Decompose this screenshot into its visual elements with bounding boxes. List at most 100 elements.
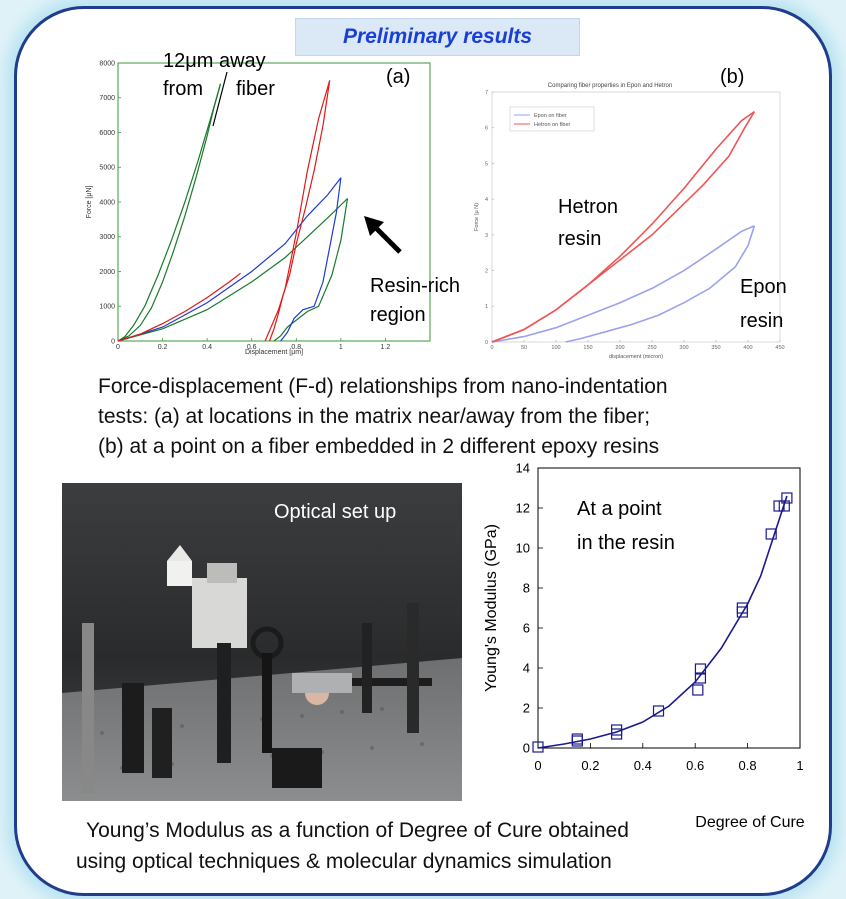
y-tick-label: 10 (516, 541, 530, 556)
away-pointer-line (212, 71, 228, 127)
photo-label: Optical set up (274, 501, 397, 523)
y-tick-label: 4 (485, 197, 488, 203)
x-tick-label: 1 (796, 758, 803, 773)
caption-bottom-line2: using optical techniques & molecular dyn… (76, 850, 612, 873)
y-tick-label: 5000 (99, 165, 115, 172)
y-tick-label: 5 (485, 161, 488, 167)
y-tick-label: 4 (523, 661, 530, 676)
y-tick-label: 3 (485, 233, 488, 239)
y-tick-label: 3000 (99, 234, 115, 241)
x-tick-label: 0.6 (686, 758, 704, 773)
chart-c-point (532, 741, 544, 753)
chart-c-point (571, 733, 583, 745)
x-tick-label: 0 (116, 344, 120, 351)
y-tick-label: 8000 (99, 60, 115, 67)
x-tick-label: 350 (711, 345, 720, 351)
y-tick-label: 1 (485, 304, 488, 310)
x-tick-label: 0.8 (291, 344, 301, 351)
y-tick-label: 0 (485, 340, 488, 346)
x-tick-label: 0 (490, 345, 493, 351)
chart-c-point (781, 492, 793, 504)
y-tick-label: 7 (485, 90, 488, 96)
optical-setup-image (62, 483, 462, 801)
chart-a-series-0-unload (117, 83, 222, 342)
chart-a-series-3-reload (264, 80, 331, 342)
chart-b-plot-frame (491, 91, 781, 343)
chart-b-annot-hetron-line2: resin (558, 228, 602, 250)
chart-c-point (736, 602, 748, 614)
chart-c-point (765, 528, 777, 540)
y-tick-label: 4000 (99, 199, 115, 206)
chart-a-panel-label: (a) (386, 66, 411, 88)
chart-c-point (694, 663, 707, 675)
y-tick-label: 6 (523, 621, 530, 636)
chart-c-point (694, 672, 707, 684)
chart-b-xlabel: displacement (micron) (609, 354, 663, 360)
legend-label-hetron: Hetron on fiber (534, 122, 571, 128)
x-tick-label: 0.4 (202, 344, 212, 351)
chart-c-point (652, 705, 665, 717)
chart-a-plot-frame (117, 62, 431, 342)
resin-arrow-icon (364, 216, 402, 254)
chart-c-fit-curve (537, 495, 788, 749)
chart-c-point (778, 500, 790, 512)
x-tick-label: 450 (775, 345, 784, 351)
x-tick-label: 0.2 (158, 344, 168, 351)
chart-a: 0 0.2 0.4 0.6 0.8 1 1.2 0 1000 2000 3000 4000 5000 60… (86, 60, 431, 356)
y-tick-label: 2 (485, 268, 488, 274)
chart-b-series-1-unload (491, 111, 756, 343)
chart-c-xlabel: Degree of Cure (695, 814, 804, 831)
chart-a-annot-away-line1: 12μm away (163, 50, 266, 72)
chart-b: Comparing fiber properties in Epon and H… (474, 83, 785, 360)
x-tick-label: 150 (583, 345, 592, 351)
chart-c-annot-line1: At a point (577, 498, 662, 520)
chart-a-annot-away-line2: from (163, 78, 203, 100)
x-tick-label: 0 (534, 758, 541, 773)
x-tick-label: 400 (743, 345, 752, 351)
chart-a-series-1-load (117, 198, 348, 342)
chart-b-annot-hetron-line1: Hetron (558, 196, 619, 218)
y-tick-label: 6 (485, 126, 488, 132)
chart-a-series-3-load (117, 272, 241, 342)
chart-b-legend: Epon on fiber Hetron on fiber (509, 106, 595, 132)
chart-b-ylabel: Force (μ N) (474, 203, 480, 231)
chart-a-series-1-unload (273, 198, 349, 342)
y-tick-label: 1000 (99, 304, 115, 311)
y-tick-label: 2 (523, 701, 530, 716)
chart-a-annot-resin-line1: Resin-rich (370, 275, 461, 297)
x-tick-label: 300 (679, 345, 688, 351)
chart-c-plot-frame (537, 467, 801, 749)
chart-b-annot-epon-line1: Epon (740, 276, 787, 298)
chart-a-annot-resin-line2: region (370, 304, 426, 326)
chart-a-series-0-load (117, 83, 222, 342)
chart-a-annot-away-line3: fiber (236, 78, 275, 100)
x-tick-label: 250 (647, 345, 656, 351)
x-tick-label: 50 (521, 345, 527, 351)
chart-a-ylabel: Force [μN] (86, 186, 93, 219)
chart-c-point (611, 724, 623, 736)
chart-a-xlabel: Displacement [μm] (245, 349, 303, 356)
chart-b-panel-label: (b) (720, 66, 745, 88)
x-tick-label: 0.2 (581, 758, 599, 773)
y-tick-label: 7000 (99, 95, 115, 102)
chart-a-series-2-load (117, 177, 342, 342)
banner-title: Preliminary results (295, 18, 580, 56)
x-tick-label: 0.8 (739, 758, 757, 773)
y-tick-label: 12 (516, 501, 530, 516)
chart-b-series-0-load (491, 225, 755, 343)
chart-b-title: Comparing fiber properties in Epon and H… (548, 83, 672, 89)
y-tick-label: 14 (516, 462, 530, 476)
y-tick-label: 0 (523, 741, 530, 756)
caption-top-line1: Force-displacement (F-d) relationships f… (98, 375, 668, 398)
chart-b-series-0-unload (565, 225, 756, 343)
chart-a-series-2-unload (280, 177, 342, 342)
optical-setup-photo: Optical set up (62, 483, 462, 801)
chart-a-series-3-unload (268, 80, 331, 342)
chart-c-point (692, 684, 704, 696)
chart-b-annot-epon-line2: resin (740, 310, 784, 332)
y-tick-label: 8 (523, 581, 530, 596)
x-tick-label: 100 (551, 345, 560, 351)
x-tick-label: 0.6 (247, 344, 257, 351)
y-tick-label: 2000 (99, 269, 115, 276)
